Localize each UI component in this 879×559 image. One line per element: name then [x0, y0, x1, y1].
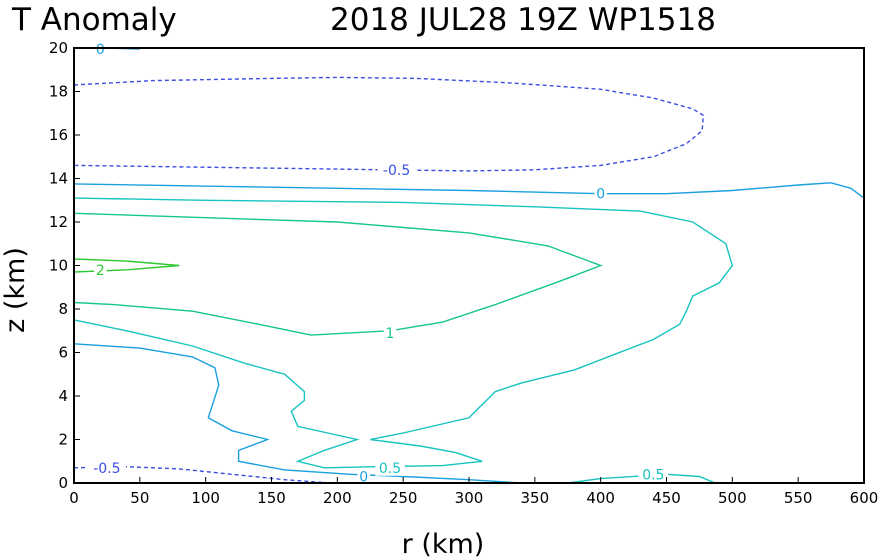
- x-tick-label: 0: [69, 489, 79, 507]
- y-axis-label: z (km): [0, 247, 31, 333]
- x-tick-label: 350: [521, 489, 550, 507]
- x-tick-label: 400: [586, 489, 615, 507]
- contour-label-bg: [383, 324, 397, 341]
- y-tick-label: 16: [49, 126, 68, 144]
- x-axis-label: r (km): [402, 529, 485, 559]
- contour-label-bg: [375, 459, 405, 476]
- contour-label: -0.5: [93, 461, 120, 477]
- contour-label-bg: [594, 185, 607, 202]
- contour-label-bg: [94, 261, 107, 278]
- x-tick-label: 600: [850, 489, 879, 507]
- y-tick-label: 6: [58, 344, 68, 362]
- contour-label-bg: [638, 466, 669, 483]
- contour-line-neg0p5: [73, 76, 705, 172]
- y-tick-label: 2: [58, 431, 68, 449]
- y-tick-label: 8: [58, 300, 68, 318]
- contour-label: 1: [386, 326, 395, 342]
- contour-label-bg: [87, 459, 126, 476]
- y-tick-label: 12: [49, 213, 68, 231]
- contour-line-0: [73, 182, 865, 199]
- x-tick-label: 150: [257, 489, 286, 507]
- x-axis: 0 50 100 150 200 250 300 350 400 450 500 550 600: [69, 477, 878, 507]
- contour-line-0p5: [73, 197, 734, 469]
- contour-label: -0.5: [383, 163, 410, 179]
- contour-label: 0: [596, 187, 605, 203]
- contour-label: 0.5: [379, 461, 401, 477]
- contour-label: 2: [96, 263, 105, 279]
- x-tick-label: 300: [455, 489, 484, 507]
- y-tick-label: 0: [58, 474, 68, 492]
- contour-line-1: [73, 212, 603, 336]
- contour-label-bg: [357, 468, 370, 485]
- y-tick-label: 10: [49, 257, 68, 275]
- contour-label-bg: [377, 161, 416, 178]
- contour-label: 0.5: [642, 467, 664, 483]
- contour-label-bg: [94, 41, 107, 58]
- contour-lines: [73, 47, 865, 484]
- y-tick-label: 20: [49, 39, 68, 57]
- y-tick-label: 14: [49, 170, 68, 188]
- contour-labels: -0.5 -0.5 0 0 0 0.5 0.5 1 2: [87, 41, 669, 485]
- x-tick-label: 450: [652, 489, 681, 507]
- contour-line-2: [73, 258, 180, 273]
- y-tick-label: 18: [49, 83, 68, 101]
- y-tick-label: 4: [58, 387, 68, 405]
- contour-label: 0: [96, 42, 105, 58]
- chart-title-datetime: 2018 JUL28 19Z WP1518: [330, 2, 716, 38]
- x-tick-label: 550: [784, 489, 813, 507]
- x-tick-label: 250: [389, 489, 418, 507]
- y-axis: 0 2 4 6 8 10 12 14 16 18 20: [49, 39, 80, 492]
- contour-line-0: [73, 343, 522, 484]
- x-tick-label: 200: [323, 489, 352, 507]
- x-tick-label: 500: [718, 489, 747, 507]
- x-tick-label: 50: [130, 489, 149, 507]
- chart-title-variable: T Anomaly: [11, 2, 177, 38]
- contour-label: 0: [359, 469, 368, 485]
- x-tick-label: 100: [191, 489, 220, 507]
